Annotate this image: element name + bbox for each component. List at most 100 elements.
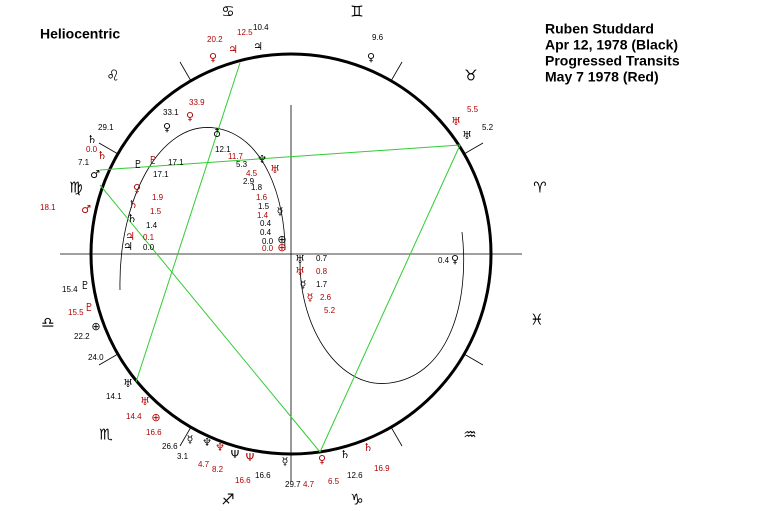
- planet-glyph: ♂: [90, 168, 100, 181]
- position-label: 1.4: [257, 211, 269, 220]
- position-label: 5.2: [482, 123, 494, 132]
- planet-glyph: ♃: [123, 240, 133, 253]
- position-label: 1.5: [258, 202, 270, 211]
- planet-glyph: ♄: [87, 133, 97, 146]
- planet-glyph: ☿: [300, 278, 307, 291]
- chart-title: Heliocentric: [40, 26, 120, 42]
- planet-glyph: ♇: [84, 301, 94, 314]
- aspect-lines: [99, 62, 461, 453]
- planet-glyph: ♄: [340, 448, 350, 461]
- position-label: 11.7: [228, 152, 244, 161]
- planet-glyph: ⊕: [91, 320, 100, 333]
- header-line: May 7 1978 (Red): [545, 69, 659, 85]
- position-label: 0.0: [86, 145, 98, 154]
- planet-glyph: ⊕: [277, 241, 286, 254]
- planet-glyph: ☿: [187, 433, 194, 446]
- planet-glyph: ♇: [80, 279, 90, 292]
- position-label: 3.1: [177, 452, 189, 461]
- planet-glyph: ♄: [128, 198, 138, 211]
- planet-glyph: ♀: [451, 253, 459, 266]
- zodiac-sign: ♎: [41, 314, 54, 332]
- position-label: 0.0: [262, 237, 274, 246]
- planet-glyph: ⊕: [151, 411, 160, 424]
- planet-glyph: Ψ: [231, 448, 240, 461]
- zodiac-sign: ♌: [106, 67, 119, 85]
- position-label: 1.6: [256, 193, 268, 202]
- zodiac-sign: ♒: [463, 426, 476, 444]
- planet-glyph: ♀: [163, 121, 171, 134]
- position-label: 33.9: [189, 98, 205, 107]
- planet-glyph: ♇: [148, 154, 158, 167]
- position-label: 1.7: [316, 280, 328, 289]
- planet-glyph: ♅: [270, 163, 280, 176]
- position-label: 4.5: [246, 169, 258, 178]
- position-label: 17.1: [153, 170, 169, 179]
- position-label: 12.5: [237, 28, 253, 37]
- planet-glyph: ♀: [318, 453, 326, 466]
- position-label: 15.4: [62, 285, 78, 294]
- planet-glyph: ♅: [451, 115, 461, 128]
- position-label: 1.9: [152, 193, 164, 202]
- zodiac-sign: ♈: [533, 179, 546, 197]
- position-label: 7.1: [78, 158, 90, 167]
- planet-glyph: ♅: [295, 265, 305, 278]
- position-label: 0.0: [262, 244, 274, 253]
- position-label: 9.6: [372, 33, 384, 42]
- position-label: 0.0: [143, 243, 155, 252]
- position-label: 1.5: [150, 207, 162, 216]
- position-label: 16.6: [255, 471, 271, 480]
- progression-curve: [119, 127, 286, 291]
- planet-glyph: ♆: [257, 153, 267, 166]
- planet-glyph: ♄: [363, 441, 373, 454]
- position-label: 5.2: [324, 306, 336, 315]
- planet-glyph: ♃: [125, 230, 135, 243]
- planet-glyph: ♅: [123, 377, 133, 390]
- zodiac-sign: ♓: [530, 311, 543, 329]
- position-label: 16.6: [146, 428, 162, 437]
- zodiac-sign: ♐: [221, 491, 234, 509]
- planet-glyph: ♂: [81, 203, 91, 216]
- planet-glyph: ⊕: [277, 233, 286, 246]
- position-label: 22.2: [74, 332, 90, 341]
- position-label: 33.1: [163, 108, 179, 117]
- position-label: 15.5: [68, 308, 84, 317]
- planet-glyph: ☿: [307, 291, 314, 304]
- position-label: 6.5: [328, 477, 340, 486]
- position-label: 1.8: [251, 183, 263, 192]
- position-label: 20.2: [207, 35, 223, 44]
- position-label: 0.4: [260, 228, 272, 237]
- planet-glyph: ♃: [253, 40, 263, 53]
- position-label: 5.3: [236, 160, 248, 169]
- planet-glyph: ♆: [215, 441, 225, 454]
- planet-glyph: Ψ: [246, 451, 255, 464]
- position-label: 12.6: [347, 471, 363, 480]
- position-label: 4.7: [198, 460, 210, 469]
- sign-ticks: [98, 61, 484, 447]
- planet-glyph: ♇: [133, 158, 143, 171]
- position-label: 4.7: [303, 480, 315, 489]
- planet-glyph: ♃: [228, 43, 238, 56]
- planet-glyph: ♆: [202, 436, 212, 449]
- position-label: 12.1: [215, 145, 231, 154]
- position-label: 0.8: [316, 267, 328, 276]
- position-label: 14.1: [106, 392, 122, 401]
- position-label: 0.4: [438, 256, 450, 265]
- position-label: 29.1: [98, 123, 114, 132]
- position-label: 2.9: [243, 177, 255, 186]
- position-label: 16.9: [374, 464, 390, 473]
- position-label: 0.4: [260, 219, 272, 228]
- position-label: 2.6: [320, 293, 332, 302]
- planet-glyph: ♁: [213, 127, 221, 140]
- planet-glyph: ♅: [295, 253, 305, 266]
- planet-glyph: ♀: [367, 51, 375, 64]
- header-line: Ruben Studdard: [545, 21, 654, 37]
- position-label: 29.7: [285, 480, 301, 489]
- zodiac-sign: ♍: [69, 179, 82, 197]
- planet-glyph: ♀: [186, 110, 194, 123]
- planet-glyph: ♄: [97, 149, 107, 162]
- planet-glyph: ♀: [133, 182, 141, 195]
- position-label: 16.6: [235, 476, 251, 485]
- transit-curve: [299, 231, 465, 384]
- planet-glyph: ☿: [277, 205, 284, 218]
